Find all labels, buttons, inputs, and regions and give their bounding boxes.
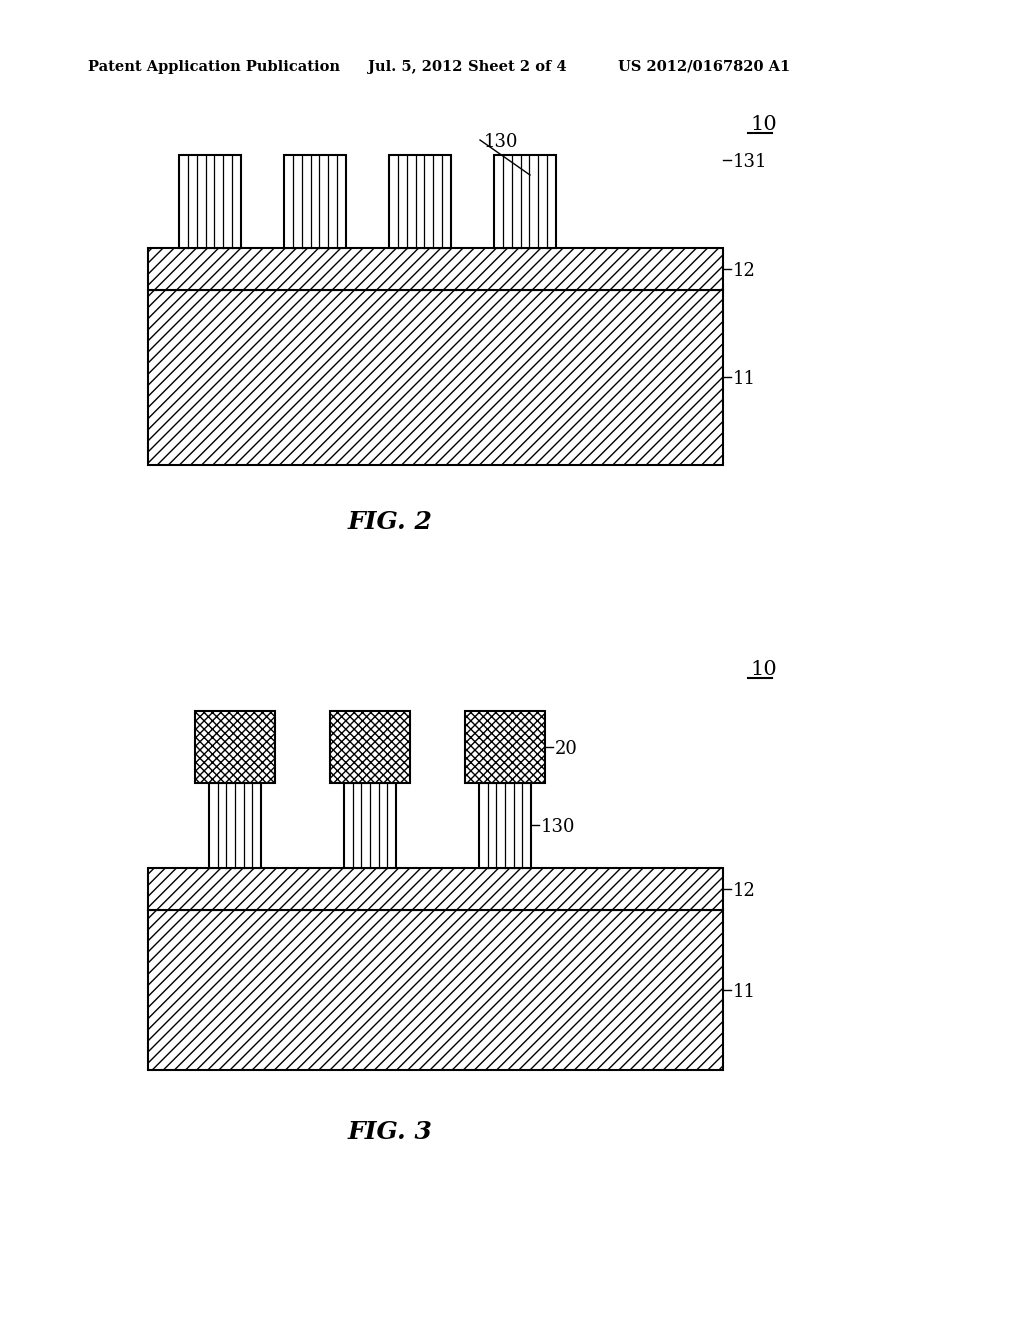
- Text: Sheet 2 of 4: Sheet 2 of 4: [468, 59, 566, 74]
- Text: 11: 11: [733, 983, 756, 1001]
- Text: 11: 11: [733, 370, 756, 388]
- Bar: [465, 711, 545, 783]
- Bar: [209, 783, 261, 869]
- Text: FIG. 3: FIG. 3: [347, 1119, 432, 1144]
- Bar: [148, 869, 723, 909]
- Text: US 2012/0167820 A1: US 2012/0167820 A1: [618, 59, 791, 74]
- Text: 131: 131: [733, 153, 768, 172]
- Text: Jul. 5, 2012: Jul. 5, 2012: [368, 59, 463, 74]
- Bar: [148, 290, 723, 465]
- Bar: [389, 154, 451, 248]
- Bar: [148, 909, 723, 1071]
- Bar: [179, 154, 241, 248]
- Text: 10: 10: [750, 660, 777, 678]
- Text: 12: 12: [733, 882, 756, 900]
- Bar: [494, 154, 556, 248]
- Text: 10: 10: [750, 115, 777, 135]
- Bar: [330, 711, 410, 783]
- Bar: [284, 154, 346, 248]
- Text: Patent Application Publication: Patent Application Publication: [88, 59, 340, 74]
- Bar: [479, 783, 531, 869]
- Bar: [148, 248, 723, 290]
- Text: FIG. 2: FIG. 2: [347, 510, 432, 535]
- Text: 20: 20: [555, 741, 578, 758]
- Text: 130: 130: [484, 133, 518, 150]
- Text: 130: 130: [541, 818, 575, 836]
- Text: 12: 12: [733, 261, 756, 280]
- Bar: [344, 783, 396, 869]
- Bar: [195, 711, 275, 783]
